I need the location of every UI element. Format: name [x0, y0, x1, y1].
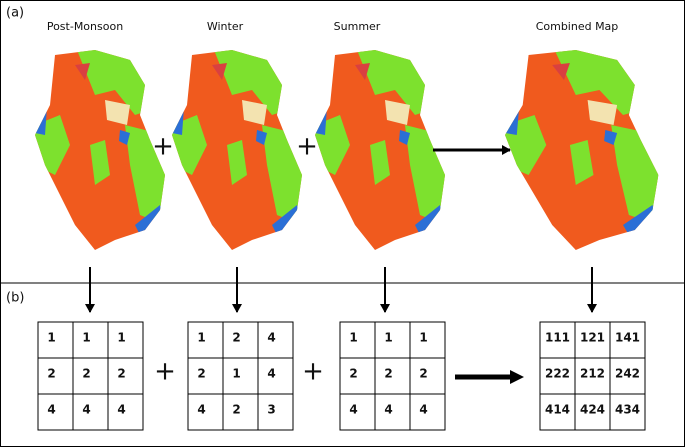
operator: + — [154, 357, 176, 387]
grid-cell: 3 — [267, 403, 275, 417]
grid-cell: 2 — [349, 367, 357, 381]
map-image — [172, 45, 302, 250]
grid-cell: 2 — [384, 367, 392, 381]
grid-cell: 111 — [545, 331, 570, 345]
grid-cell: 424 — [580, 403, 605, 417]
grid-cell: 1 — [82, 331, 90, 345]
map-image — [505, 45, 658, 250]
grid-cell: 1 — [349, 331, 357, 345]
grid-box — [187, 321, 294, 431]
grid-box — [539, 321, 646, 431]
grid-cell: 1 — [384, 331, 392, 345]
grid-cell: 242 — [615, 367, 640, 381]
grid-box — [37, 321, 144, 431]
grid-cell: 434 — [615, 403, 640, 417]
operator: + — [152, 132, 174, 162]
grid-cell: 4 — [117, 403, 125, 417]
map-title: Post-Monsoon — [47, 20, 123, 33]
grid-cell: 4 — [267, 331, 275, 345]
panel-label: (a) — [6, 6, 24, 21]
grid-cell: 1 — [117, 331, 125, 345]
operator: + — [296, 132, 318, 162]
grid-cell: 121 — [580, 331, 605, 345]
grid-cell: 2 — [232, 331, 240, 345]
grid-cell: 2 — [197, 367, 205, 381]
grid-cell: 2 — [117, 367, 125, 381]
operator: + — [302, 357, 324, 387]
grid-cell: 212 — [580, 367, 605, 381]
grid-cell: 2 — [232, 403, 240, 417]
grid-cell: 2 — [419, 367, 427, 381]
grid-cell: 141 — [615, 331, 640, 345]
grid-cell: 4 — [384, 403, 392, 417]
map-image — [315, 45, 445, 250]
grid-cell: 2 — [47, 367, 55, 381]
map-title: Summer — [334, 20, 381, 33]
grid-cell: 4 — [267, 367, 275, 381]
grid-cell: 1 — [197, 331, 205, 345]
grid-cell: 414 — [545, 403, 570, 417]
map-title: Winter — [207, 20, 244, 33]
map-image — [35, 45, 165, 250]
grid-cell: 4 — [47, 403, 55, 417]
grid-cell: 222 — [545, 367, 570, 381]
grid-cell: 1 — [419, 331, 427, 345]
grid-cell: 4 — [82, 403, 90, 417]
grid-box — [339, 321, 446, 431]
panel-label: (b) — [6, 291, 24, 306]
grid-cell: 4 — [197, 403, 205, 417]
grid-cell: 1 — [47, 331, 55, 345]
grid-cell: 4 — [419, 403, 427, 417]
map-title: Combined Map — [536, 20, 619, 33]
grid-cell: 1 — [232, 367, 240, 381]
grid-cell: 2 — [82, 367, 90, 381]
grid-cell: 4 — [349, 403, 357, 417]
